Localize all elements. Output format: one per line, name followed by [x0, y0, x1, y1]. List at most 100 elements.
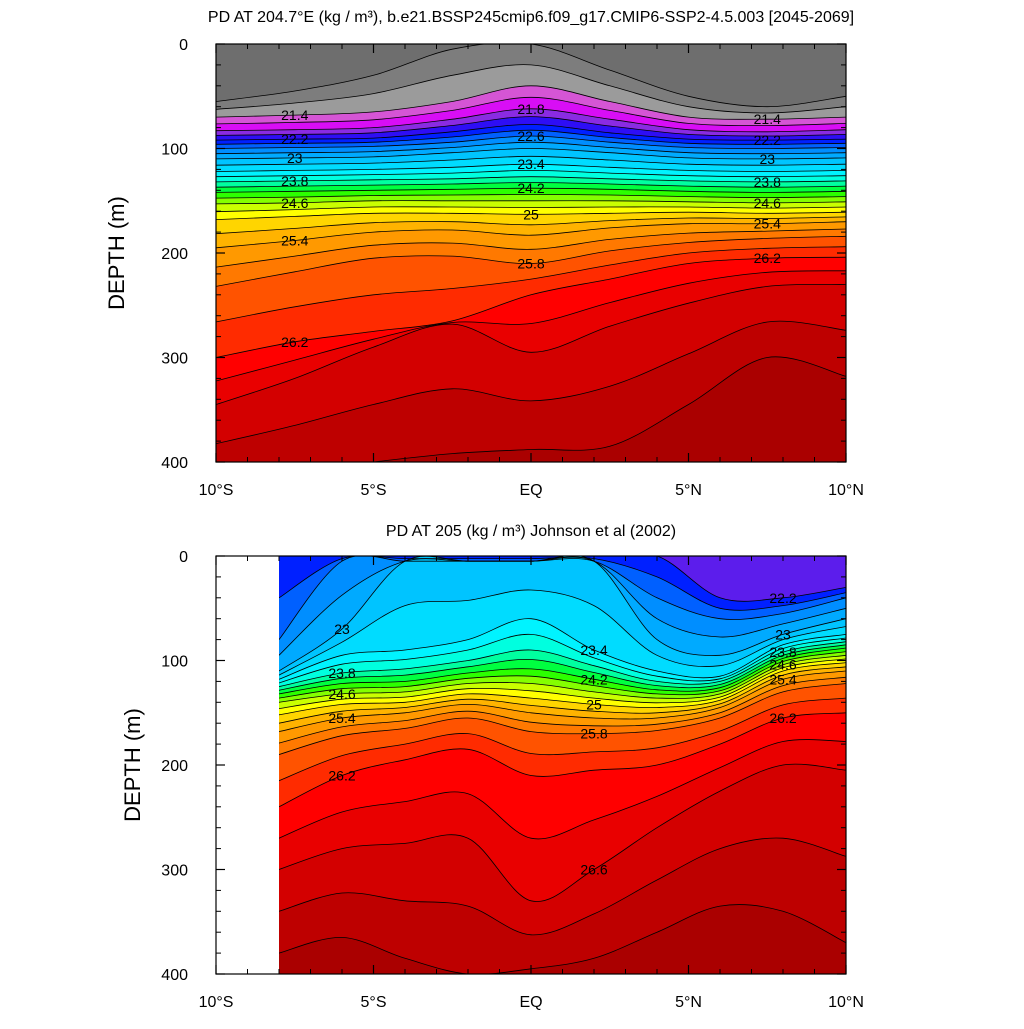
panel-bottom: PD AT 205 (kg / m³) Johnson et al (2002)…: [120, 523, 864, 1011]
x-tick-label: 5°N: [675, 482, 702, 499]
contour-line: [216, 85, 846, 120]
contour-line: [216, 116, 846, 137]
contour-label: 22.2: [754, 132, 781, 148]
contour-line: [216, 283, 846, 405]
contour-label: 25.8: [517, 255, 544, 271]
contour-line: [216, 216, 846, 235]
contour-line: [279, 662, 846, 716]
y-tick-label: 100: [161, 654, 188, 671]
contour-line: [279, 618, 846, 680]
contour-line: [279, 683, 846, 755]
contour-line: [370, 356, 846, 462]
contour-label: 23.8: [328, 665, 355, 681]
contour-line: [279, 651, 846, 699]
contour-label: 23.8: [754, 174, 781, 190]
contour-label: 23: [287, 150, 303, 166]
contour-line: [279, 556, 846, 640]
contour-line: [279, 763, 846, 902]
contour-label: 23: [775, 626, 791, 642]
contour-line: [216, 194, 846, 199]
x-tick-label: 5°S: [361, 482, 387, 499]
contour-line: [216, 129, 846, 145]
contour-label: 23.8: [281, 173, 308, 189]
contour-line: [216, 182, 846, 188]
y-tick-label: 400: [161, 967, 188, 984]
contour-lines-bottom: [279, 556, 846, 974]
contour-line: [279, 644, 846, 691]
contour-line: [279, 676, 846, 744]
x-tick-label: 10°S: [199, 994, 234, 1011]
contour-line: [279, 670, 846, 732]
contour-label: 25.4: [754, 216, 781, 232]
contour-line: [279, 556, 846, 602]
x-tick-label: 10°N: [828, 994, 864, 1011]
contour-label: 23: [334, 621, 350, 637]
contour-lines-top: [216, 44, 846, 462]
contour-line: [216, 256, 846, 358]
contour-line: [279, 654, 846, 703]
contour-line: [216, 211, 846, 220]
contour-fill-top: [216, 44, 846, 462]
contour-label: 26.2: [754, 250, 781, 266]
y-tick-label: 100: [161, 142, 188, 159]
y-tick-label: 300: [161, 351, 188, 368]
contour-labels-top: 21.4 21.4 21.8 22.2 22.2 22.6 23 23 23.4 23.8 23.8…: [281, 101, 781, 350]
chart-title-bottom: PD AT 205 (kg / m³) Johnson et al (2002): [386, 523, 676, 540]
contour-line: [216, 270, 846, 382]
contour-label: 23.8: [769, 644, 796, 660]
contour-line: [216, 200, 846, 205]
x-tick-label: 5°N: [675, 994, 702, 1011]
contour-label: 24.6: [281, 195, 308, 211]
y-tick-label: 0: [179, 37, 188, 54]
axes-bottom: 10°S 5°S EQ 5°N 10°N 0 100 200 300 400: [161, 549, 864, 1011]
contour-line: [279, 647, 846, 695]
contour-label: 25.8: [580, 726, 607, 742]
contour-label: 26.2: [281, 334, 308, 350]
contour-line: [279, 697, 846, 782]
contour-label: 22.2: [281, 131, 308, 147]
contour-line: [279, 589, 846, 676]
contour-label: 25: [586, 696, 602, 712]
contour-line: [279, 837, 846, 936]
contour-label: 21.8: [517, 101, 544, 117]
contour-labels-bottom: 22.2 23 23 23.4 23.8 23.8 24.2 24.6 24.6 25 25.4 25…: [328, 590, 796, 878]
contour-line: [216, 206, 846, 213]
contour-line: [216, 169, 846, 178]
contour-line: [216, 187, 846, 193]
contour-label: 26.2: [328, 767, 355, 783]
contour-label: 23.4: [580, 642, 607, 658]
contour-line: [216, 246, 846, 323]
contour-label: 24.6: [328, 686, 355, 702]
contour-line: [216, 235, 846, 287]
panel-top: PD AT 204.7°E (kg / m³), b.e21.BSSP245cm…: [104, 9, 864, 499]
contour-line: [216, 176, 846, 183]
contour-line: [216, 320, 846, 445]
x-tick-label: EQ: [519, 994, 542, 1011]
contour-line: [279, 641, 846, 687]
y-tick-label: 0: [179, 549, 188, 566]
y-axis-label-bottom: DEPTH (m): [120, 708, 145, 822]
y-tick-label: 300: [161, 863, 188, 880]
contour-line: [216, 163, 846, 172]
contour-label: 25.4: [769, 671, 796, 687]
contour-band: [279, 904, 846, 974]
contour-line: [216, 108, 846, 133]
contour-line: [216, 228, 846, 268]
contour-label: 21.4: [281, 107, 308, 123]
contour-line: [279, 633, 846, 684]
contour-line: [279, 658, 846, 709]
x-tick-label: 10°N: [828, 482, 864, 499]
contour-label: 25.4: [281, 232, 308, 248]
y-tick-label: 400: [161, 455, 188, 472]
contour-line: [279, 556, 846, 656]
contour-line: [279, 666, 846, 724]
contour-fill-bottom: [279, 556, 846, 974]
contour-label: 24.6: [769, 657, 796, 673]
contour-label: 25.4: [328, 710, 355, 726]
contour-label: 24.6: [754, 195, 781, 211]
contour-line: [216, 96, 846, 126]
contour-label: 24.2: [517, 180, 544, 196]
contour-label: 24.2: [580, 671, 607, 687]
contour-label: 21.4: [754, 111, 781, 127]
